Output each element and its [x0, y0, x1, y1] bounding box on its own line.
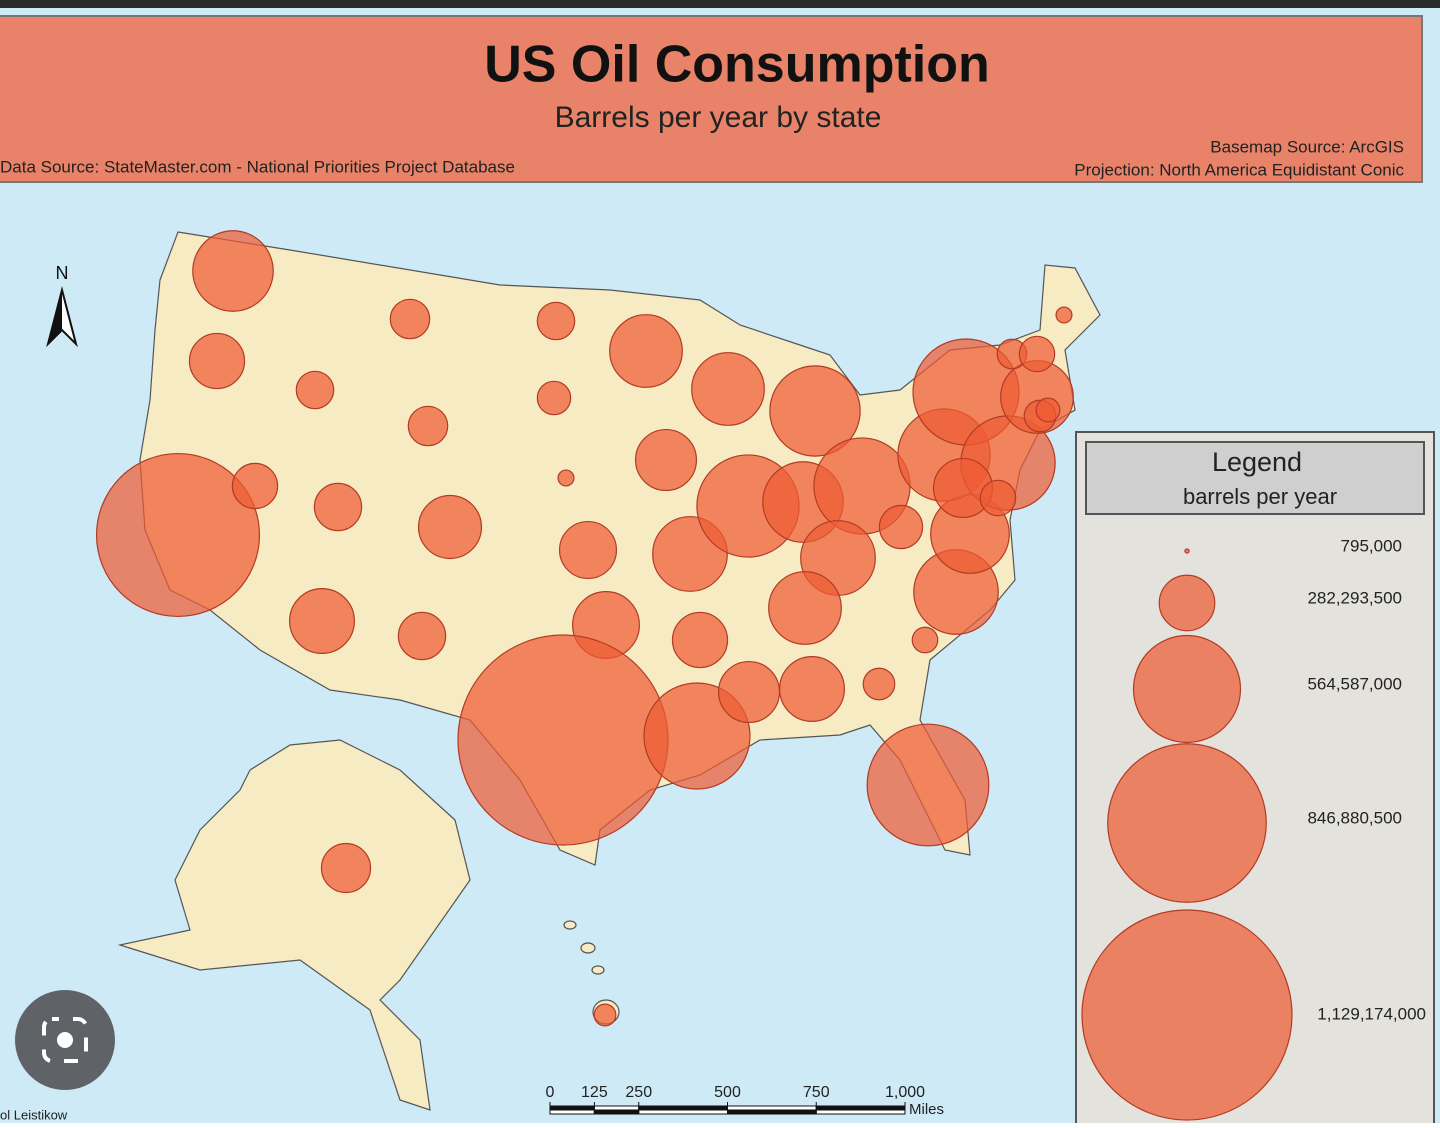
scale-label: 250	[625, 1084, 652, 1101]
scale-segment	[549, 1105, 595, 1111]
scale-label: 0	[546, 1084, 555, 1101]
lens-dot	[57, 1032, 73, 1048]
scale-unit: Miles	[909, 1101, 944, 1118]
legend-label: 1,129,174,000	[1317, 1004, 1426, 1023]
symbol	[779, 656, 845, 722]
symbol	[407, 405, 449, 447]
basemap-source: Basemap Source: ArcGIS	[1210, 137, 1404, 156]
symbol	[1035, 397, 1061, 423]
legend-symbol	[1184, 548, 1190, 554]
scale-label: 1,000	[885, 1084, 925, 1101]
symbol	[192, 230, 274, 312]
legend-label: 564,587,000	[1307, 674, 1402, 693]
symbol	[95, 452, 261, 618]
scale-segment	[727, 1105, 817, 1111]
symbol	[717, 660, 781, 724]
symbol	[389, 298, 431, 340]
subtitle: Barrels per year by state	[555, 101, 882, 134]
scale-segment	[638, 1105, 728, 1111]
symbol	[1055, 306, 1073, 324]
symbol	[1018, 335, 1056, 373]
scale-segment	[593, 1105, 640, 1111]
legend-header	[1085, 441, 1425, 515]
symbol	[671, 611, 729, 669]
symbol	[878, 504, 924, 550]
header-box	[0, 15, 1423, 183]
title: US Oil Consumption	[484, 36, 990, 94]
symbol	[862, 667, 896, 701]
legend-subtitle: barrels per year	[1183, 484, 1337, 509]
top-edge	[0, 0, 1440, 8]
symbol	[295, 370, 335, 410]
legend-symbol	[1158, 574, 1216, 632]
projection: Projection: North America Equidistant Co…	[1074, 160, 1404, 179]
scale-segment	[593, 1109, 640, 1115]
symbol-layer	[95, 230, 1074, 1027]
symbol	[634, 428, 698, 492]
symbol	[979, 479, 1017, 517]
symbol	[313, 482, 363, 532]
symbol	[188, 332, 246, 390]
symbol	[558, 520, 618, 580]
north-arrow: N	[46, 263, 78, 348]
legend-title: Legend	[1212, 447, 1302, 477]
symbol	[593, 1003, 617, 1027]
symbol	[417, 494, 483, 560]
symbol	[557, 469, 575, 487]
credit: ol Leistikow	[0, 1107, 68, 1122]
scale-segment	[815, 1105, 906, 1111]
scale-segment	[638, 1109, 728, 1115]
alaska	[117, 739, 471, 1111]
legend-label: 846,880,500	[1307, 808, 1402, 827]
symbol	[691, 352, 765, 426]
symbol	[289, 588, 355, 654]
symbol	[768, 571, 842, 645]
scale-label: 500	[714, 1084, 741, 1101]
symbol	[320, 842, 372, 894]
symbol	[231, 462, 279, 510]
symbol	[536, 380, 572, 416]
lens-frame	[42, 1017, 88, 1063]
legend-label: 282,293,500	[1307, 588, 1402, 607]
symbol	[397, 611, 447, 661]
symbol	[769, 365, 861, 457]
legend-symbol	[1081, 909, 1293, 1121]
legend-symbol	[1132, 634, 1242, 744]
symbol	[536, 301, 576, 341]
scale-segment	[549, 1109, 595, 1115]
scale-label: 750	[803, 1084, 830, 1101]
symbol	[911, 626, 939, 654]
legend-items: 795,000 282,293,500 564,587,000 846,880,500…	[1081, 536, 1426, 1121]
north-label: N	[56, 263, 69, 283]
legend-label: 795,000	[1341, 536, 1402, 555]
symbol	[457, 634, 669, 846]
legend-symbol	[1107, 743, 1267, 903]
data-source: Data Source: StateMaster.com - National …	[0, 157, 515, 176]
scale-segment	[727, 1109, 817, 1115]
scale-segment	[815, 1109, 906, 1115]
scale-label: 125	[581, 1084, 608, 1101]
symbol	[609, 314, 683, 388]
symbol	[866, 723, 990, 847]
